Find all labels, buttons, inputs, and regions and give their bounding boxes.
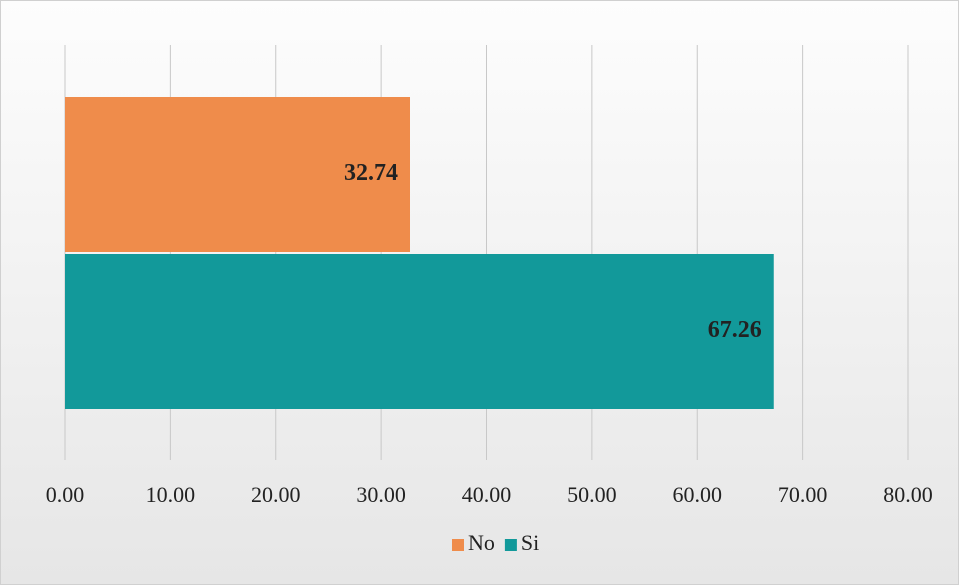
x-tick-label: 70.00 (778, 482, 828, 507)
x-tick-label: 40.00 (462, 482, 512, 507)
x-tick-label: 60.00 (673, 482, 723, 507)
x-tick-label: 80.00 (883, 482, 933, 507)
x-tick-label: 50.00 (567, 482, 617, 507)
x-tick-label: 0.00 (46, 482, 85, 507)
data-label: 67.26 (708, 317, 762, 343)
bar (65, 254, 774, 409)
x-tick-label: 20.00 (251, 482, 301, 507)
legend-swatch (504, 539, 517, 551)
x-tick-label: 10.00 (146, 482, 196, 507)
legend-label: Si (521, 530, 539, 555)
bar (65, 97, 410, 252)
legend-label: No (468, 530, 495, 555)
x-tick-label: 30.00 (356, 482, 406, 507)
data-label: 32.74 (344, 160, 398, 186)
legend-swatch (452, 539, 464, 551)
